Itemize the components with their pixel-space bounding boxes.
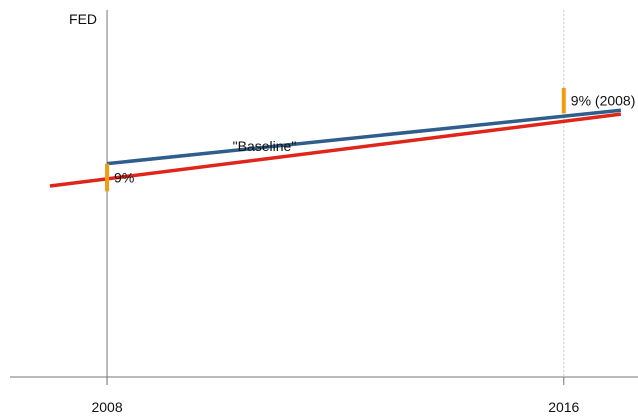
x-tick-label: 2008 [91, 399, 122, 415]
x-tick-label: 2016 [548, 399, 579, 415]
gap-label: 9% (2008) [571, 93, 636, 109]
gap-label: 9% [114, 169, 134, 185]
series-label-baseline: "Baseline" [233, 138, 297, 154]
series-line-baseline [49, 112, 622, 188]
series-line-actual [106, 108, 622, 166]
y-axis-label: FED [69, 11, 97, 27]
